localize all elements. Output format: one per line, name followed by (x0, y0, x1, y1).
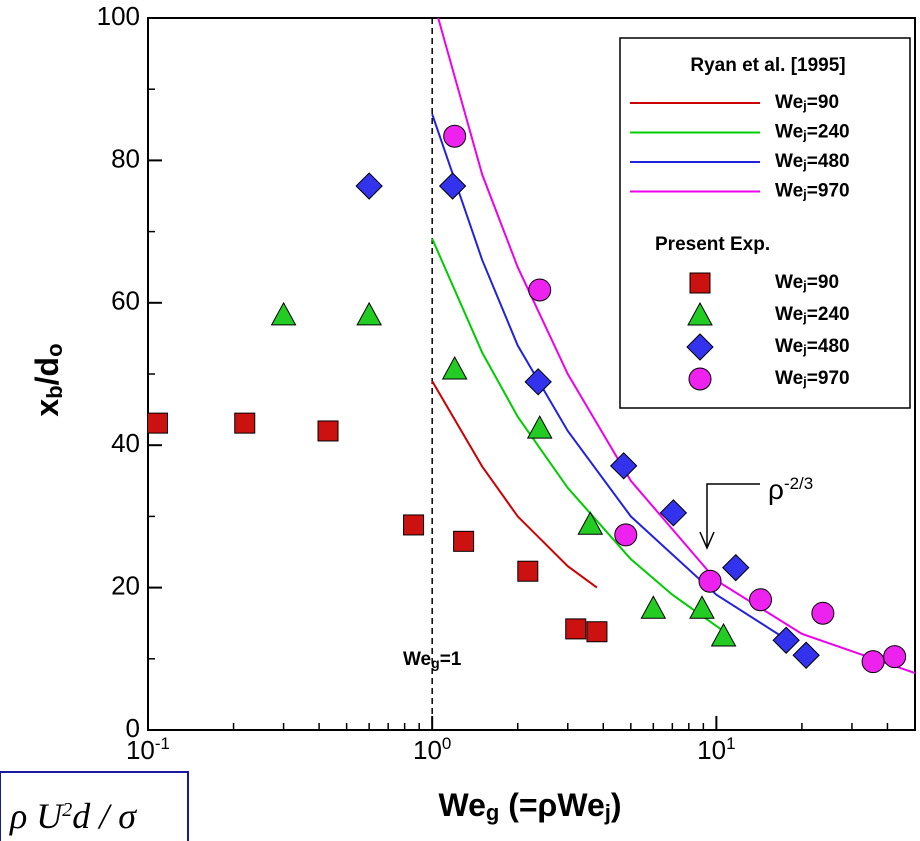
legend-label: Wej=970 (775, 181, 850, 202)
legend-box (619, 37, 911, 409)
legend-label: Wej=240 (775, 304, 850, 325)
reference-label: Weg=1 (403, 649, 462, 671)
line (431, 238, 723, 632)
marker-triangle (577, 511, 604, 535)
marker-square (146, 412, 168, 434)
marker-square (689, 272, 711, 294)
marker-triangle (640, 595, 667, 619)
legend-label: Wej=90 (775, 272, 839, 293)
marker-diamond (355, 172, 383, 200)
y-tick-label: 40 (111, 428, 140, 458)
line (437, 17, 916, 674)
annotation-arrow (706, 483, 760, 546)
marker-triangle (687, 301, 713, 326)
y-tick-label: 0 (126, 713, 140, 743)
marker-square (403, 514, 425, 536)
legend-header: Present Exp. (655, 234, 770, 255)
marker-circle (614, 523, 638, 547)
x-axis-title: Weg (=ρWej) (438, 787, 621, 825)
x-tick-label: 10-1 (126, 734, 170, 765)
marker-triangle (689, 595, 715, 619)
formula: ρ U2d / σ (9, 796, 137, 836)
marker-circle (811, 601, 835, 625)
marker-square (234, 412, 256, 434)
y-tick-label: 100 (97, 1, 140, 31)
x-tick-label: 101 (697, 734, 735, 765)
marker-triangle (441, 355, 468, 380)
marker-circle (443, 124, 467, 148)
marker-square (565, 618, 587, 640)
legend-label: Wej=90 (775, 92, 839, 113)
marker-triangle (526, 415, 553, 439)
marker-triangle (710, 622, 737, 647)
marker-circle (688, 367, 712, 391)
y-tick-label: 80 (111, 143, 140, 173)
y-tick-label: 60 (111, 286, 140, 316)
marker-diamond (524, 368, 552, 396)
x-tick-label: 100 (413, 734, 451, 765)
legend-label: Wej=480 (775, 336, 850, 357)
legend-label: Wej=480 (775, 151, 850, 172)
y-tick-label: 20 (111, 570, 140, 600)
marker-square (317, 420, 339, 442)
marker-square (453, 530, 475, 552)
marker-circle (883, 645, 907, 669)
marker-diamond (609, 452, 638, 480)
marker-diamond (686, 333, 714, 361)
marker-diamond (659, 499, 688, 527)
marker-triangle (356, 301, 382, 326)
marker-diamond (722, 553, 750, 582)
marker-diamond (438, 172, 467, 200)
marker-circle (698, 569, 722, 593)
annotation: ρ-2/3 (768, 474, 813, 506)
y-axis-title: xb/do (29, 343, 67, 416)
formula-box (0, 771, 189, 841)
marker-triangle (270, 301, 297, 326)
marker-diamond (772, 626, 800, 654)
marker-square (586, 621, 608, 643)
marker-diamond (792, 641, 820, 669)
line (431, 380, 598, 589)
marker-square (517, 560, 539, 582)
legend-header: Ryan et al. [1995] (690, 55, 845, 76)
marker-circle (749, 588, 773, 612)
line (431, 113, 790, 642)
legend-label: Wej=240 (775, 122, 850, 143)
marker-circle (861, 650, 885, 674)
marker-circle (528, 278, 552, 302)
legend-label: Wej=970 (775, 368, 850, 389)
annotation-arrowhead (699, 531, 715, 550)
